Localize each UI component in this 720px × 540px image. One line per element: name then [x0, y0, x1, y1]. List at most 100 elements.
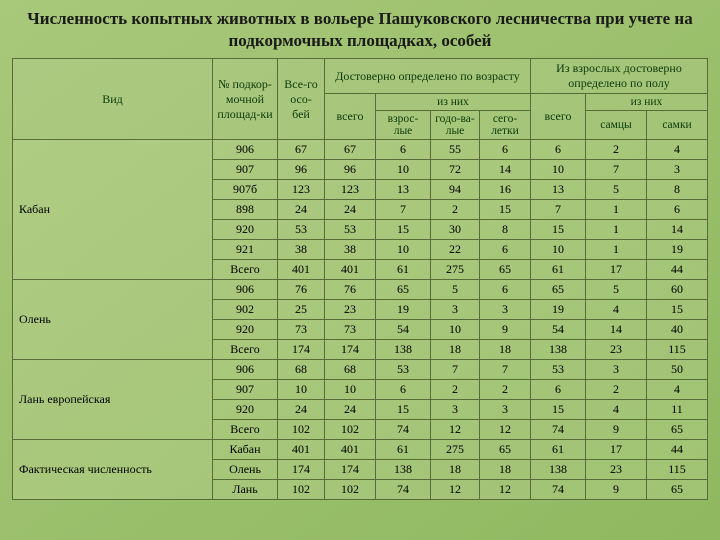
- data-cell: 15: [376, 400, 431, 420]
- data-cell: Кабан: [213, 440, 278, 460]
- hdr-sex-group: Из взрослых достоверно определено по пол…: [531, 59, 708, 94]
- data-cell: 174: [325, 460, 376, 480]
- data-cell: 14: [586, 320, 647, 340]
- data-cell: 15: [647, 300, 708, 320]
- data-cell: 22: [431, 240, 480, 260]
- data-cell: 921: [213, 240, 278, 260]
- table-header: Вид № подкор-мочной площад-ки Все-го осо…: [13, 59, 708, 140]
- hdr-females: самки: [647, 111, 708, 140]
- data-cell: 61: [376, 260, 431, 280]
- data-cell: 898: [213, 200, 278, 220]
- data-cell: 44: [647, 440, 708, 460]
- data-cell: 65: [480, 440, 531, 460]
- data-cell: 10: [278, 380, 325, 400]
- data-cell: 15: [531, 220, 586, 240]
- species-cell: Кабан: [13, 140, 213, 280]
- data-cell: 73: [325, 320, 376, 340]
- data-cell: 6: [531, 380, 586, 400]
- ungulate-table: Вид № подкор-мочной площад-ки Все-го осо…: [12, 58, 708, 500]
- data-cell: 138: [376, 340, 431, 360]
- hdr-species: Вид: [13, 59, 213, 140]
- data-cell: 38: [325, 240, 376, 260]
- data-cell: 920: [213, 220, 278, 240]
- data-cell: 67: [278, 140, 325, 160]
- data-cell: 38: [278, 240, 325, 260]
- data-cell: 3: [586, 360, 647, 380]
- data-cell: 2: [431, 380, 480, 400]
- data-cell: 54: [531, 320, 586, 340]
- data-cell: 3: [647, 160, 708, 180]
- hdr-sex-ofthem: из них: [586, 94, 708, 111]
- data-cell: 6: [480, 140, 531, 160]
- data-cell: 53: [376, 360, 431, 380]
- data-cell: 17: [586, 440, 647, 460]
- data-cell: 8: [647, 180, 708, 200]
- data-cell: 74: [376, 420, 431, 440]
- data-cell: 7: [531, 200, 586, 220]
- hdr-sex-all: всего: [531, 94, 586, 140]
- data-cell: 96: [278, 160, 325, 180]
- data-cell: 76: [278, 280, 325, 300]
- data-cell: 401: [278, 440, 325, 460]
- data-cell: 65: [647, 420, 708, 440]
- data-cell: 61: [531, 260, 586, 280]
- data-cell: 24: [325, 200, 376, 220]
- data-cell: 68: [325, 360, 376, 380]
- data-cell: 6: [647, 200, 708, 220]
- data-cell: 3: [431, 300, 480, 320]
- data-cell: 18: [431, 460, 480, 480]
- hdr-total: Все-го осо-бей: [278, 59, 325, 140]
- data-cell: 10: [325, 380, 376, 400]
- data-cell: 906: [213, 280, 278, 300]
- data-cell: 6: [376, 140, 431, 160]
- data-cell: 906: [213, 360, 278, 380]
- data-cell: 53: [325, 220, 376, 240]
- data-cell: 65: [531, 280, 586, 300]
- data-cell: 1: [586, 200, 647, 220]
- data-cell: 73: [278, 320, 325, 340]
- data-cell: 6: [531, 140, 586, 160]
- data-cell: 76: [325, 280, 376, 300]
- data-cell: 24: [325, 400, 376, 420]
- data-cell: 906: [213, 140, 278, 160]
- data-cell: 68: [278, 360, 325, 380]
- data-cell: 401: [325, 260, 376, 280]
- data-cell: 53: [278, 220, 325, 240]
- data-cell: 902: [213, 300, 278, 320]
- page-title: Численность копытных животных в вольере …: [0, 0, 720, 58]
- data-cell: 13: [376, 180, 431, 200]
- data-cell: 2: [586, 380, 647, 400]
- data-cell: Олень: [213, 460, 278, 480]
- data-cell: 5: [586, 180, 647, 200]
- data-cell: 24: [278, 400, 325, 420]
- data-cell: 96: [325, 160, 376, 180]
- data-cell: 19: [531, 300, 586, 320]
- table-row: Лань европейская9066868537753350: [13, 360, 708, 380]
- data-cell: 4: [586, 300, 647, 320]
- data-cell: 10: [531, 160, 586, 180]
- data-cell: 7: [431, 360, 480, 380]
- data-cell: 275: [431, 440, 480, 460]
- data-cell: 138: [531, 340, 586, 360]
- data-cell: 401: [278, 260, 325, 280]
- data-cell: 55: [431, 140, 480, 160]
- data-cell: 138: [376, 460, 431, 480]
- data-cell: 123: [278, 180, 325, 200]
- hdr-adults: взрос-лые: [376, 111, 431, 140]
- data-cell: 12: [480, 420, 531, 440]
- table-row: Олень9067676655665560: [13, 280, 708, 300]
- data-cell: 5: [586, 280, 647, 300]
- data-cell: 60: [647, 280, 708, 300]
- data-cell: 102: [278, 480, 325, 500]
- data-cell: 138: [531, 460, 586, 480]
- data-cell: 2: [586, 140, 647, 160]
- data-cell: 102: [325, 480, 376, 500]
- data-cell: 4: [647, 380, 708, 400]
- data-cell: 7: [586, 160, 647, 180]
- data-cell: 1: [586, 240, 647, 260]
- data-cell: 6: [480, 280, 531, 300]
- data-cell: 174: [325, 340, 376, 360]
- table-body: Кабан9066767655662490796961072141073907б…: [13, 140, 708, 500]
- data-cell: 61: [531, 440, 586, 460]
- data-cell: 3: [431, 400, 480, 420]
